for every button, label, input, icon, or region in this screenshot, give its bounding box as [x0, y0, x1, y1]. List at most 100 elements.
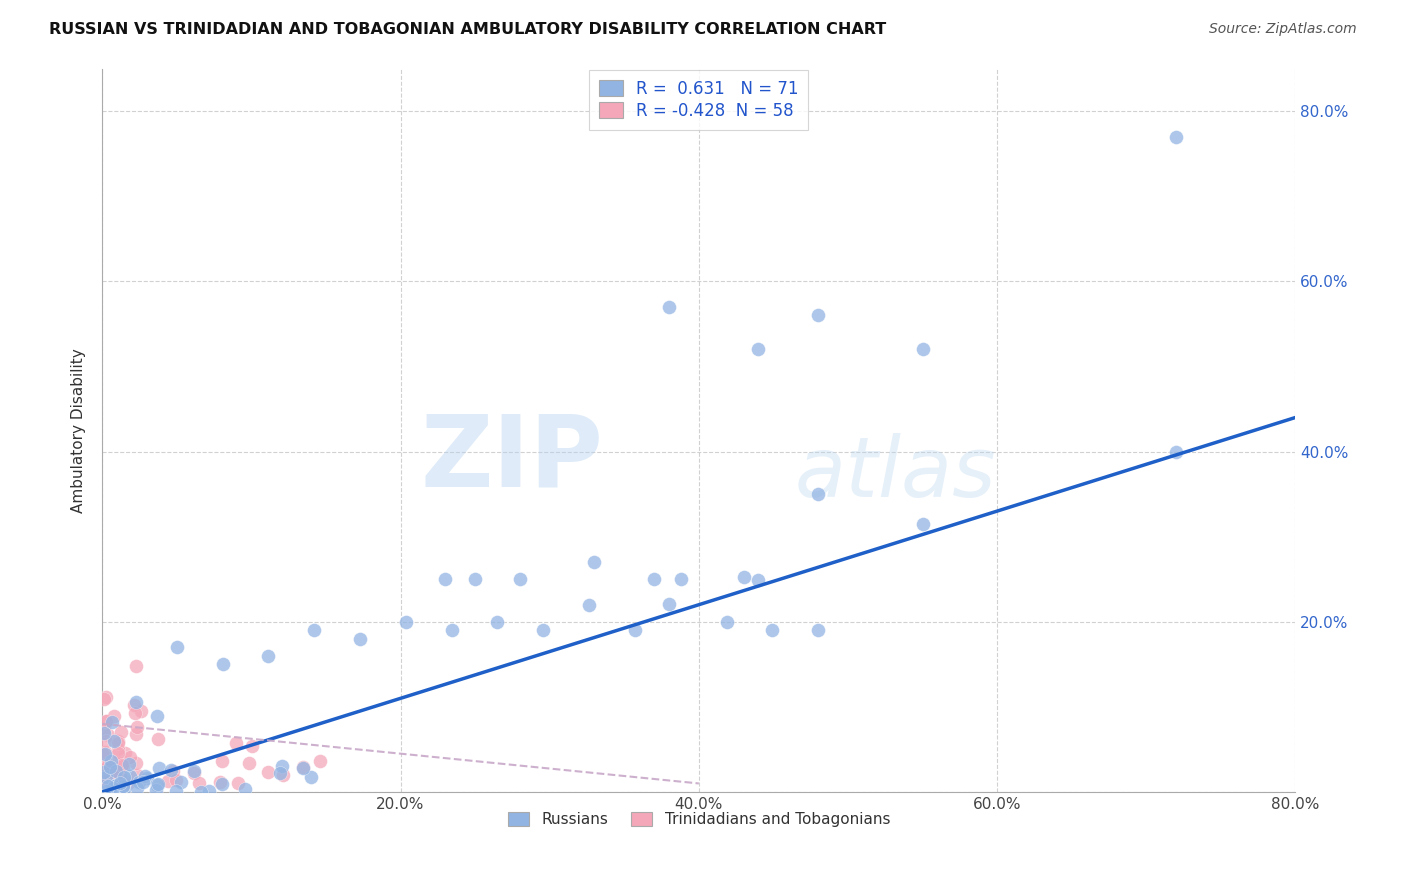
Point [107, 734, 129, 748]
Point [911, 343, 934, 357]
Point [235, 781, 257, 796]
Point [91, 757, 114, 772]
Point [269, 766, 291, 780]
Point [97, 780, 120, 794]
Point [97, 728, 120, 742]
Point [107, 755, 129, 769]
Point [208, 775, 231, 789]
Point [302, 624, 325, 638]
Text: ZIP: ZIP [420, 410, 603, 508]
Point [125, 767, 148, 781]
Point [125, 780, 148, 795]
Point [271, 768, 294, 782]
Point [747, 343, 769, 357]
Point [110, 725, 132, 739]
Point [112, 770, 135, 784]
Point [105, 764, 128, 778]
Point [105, 772, 128, 787]
Point [211, 777, 233, 791]
Point [911, 516, 934, 531]
Point [129, 705, 152, 719]
Point [190, 784, 212, 798]
Point [96, 714, 118, 728]
Point [211, 754, 233, 768]
Point [112, 781, 135, 796]
Point [114, 746, 136, 760]
Point [578, 598, 600, 612]
Point [733, 570, 755, 584]
Point [145, 783, 167, 797]
Point [135, 771, 157, 785]
Point [183, 765, 205, 780]
Point [270, 759, 292, 773]
Point [198, 784, 221, 798]
Point [1166, 129, 1188, 144]
Point [226, 775, 249, 789]
Point [183, 764, 205, 778]
Point [93, 772, 115, 786]
Point [107, 735, 129, 749]
Point [103, 709, 125, 723]
Point [761, 624, 783, 638]
Point [807, 624, 830, 638]
Point [105, 778, 128, 792]
Point [257, 648, 280, 663]
Point [658, 597, 681, 611]
Point [93, 764, 115, 779]
Point [107, 746, 129, 760]
Point [125, 658, 148, 673]
Point [108, 767, 131, 781]
Point [94, 746, 117, 760]
Point [128, 775, 150, 789]
Point [157, 773, 180, 788]
Point [211, 657, 233, 672]
Point [395, 615, 418, 629]
Text: atlas: atlas [794, 434, 995, 514]
Point [134, 769, 156, 783]
Point [111, 779, 134, 793]
Point [120, 769, 142, 783]
Point [104, 764, 127, 778]
Point [145, 709, 167, 723]
Point [101, 779, 124, 793]
Point [349, 632, 371, 646]
Point [94, 747, 117, 761]
Point [117, 776, 139, 790]
Point [440, 624, 463, 638]
Point [103, 734, 125, 748]
Point [94, 770, 117, 784]
Point [624, 624, 647, 638]
Point [146, 778, 169, 792]
Point [509, 572, 531, 586]
Point [107, 764, 129, 779]
Point [124, 706, 146, 721]
Point [96, 784, 118, 798]
Point [107, 742, 129, 756]
Point [716, 615, 738, 629]
Y-axis label: Ambulatory Disability: Ambulatory Disability [72, 348, 86, 513]
Point [643, 572, 665, 586]
Point [132, 774, 155, 789]
Point [257, 765, 280, 780]
Point [111, 758, 134, 772]
Point [101, 715, 124, 730]
Point [747, 573, 769, 587]
Point [125, 727, 148, 741]
Point [531, 624, 554, 638]
Point [807, 309, 830, 323]
Point [309, 755, 332, 769]
Point [93, 726, 115, 740]
Point [238, 756, 260, 771]
Point [93, 773, 115, 788]
Point [486, 615, 509, 629]
Text: Source: ZipAtlas.com: Source: ZipAtlas.com [1209, 22, 1357, 37]
Point [292, 761, 315, 775]
Point [292, 760, 315, 774]
Point [162, 764, 184, 779]
Point [146, 732, 169, 747]
Point [98, 760, 121, 774]
Point [111, 757, 134, 772]
Point [111, 779, 134, 793]
Point [103, 780, 125, 795]
Point [583, 555, 606, 569]
